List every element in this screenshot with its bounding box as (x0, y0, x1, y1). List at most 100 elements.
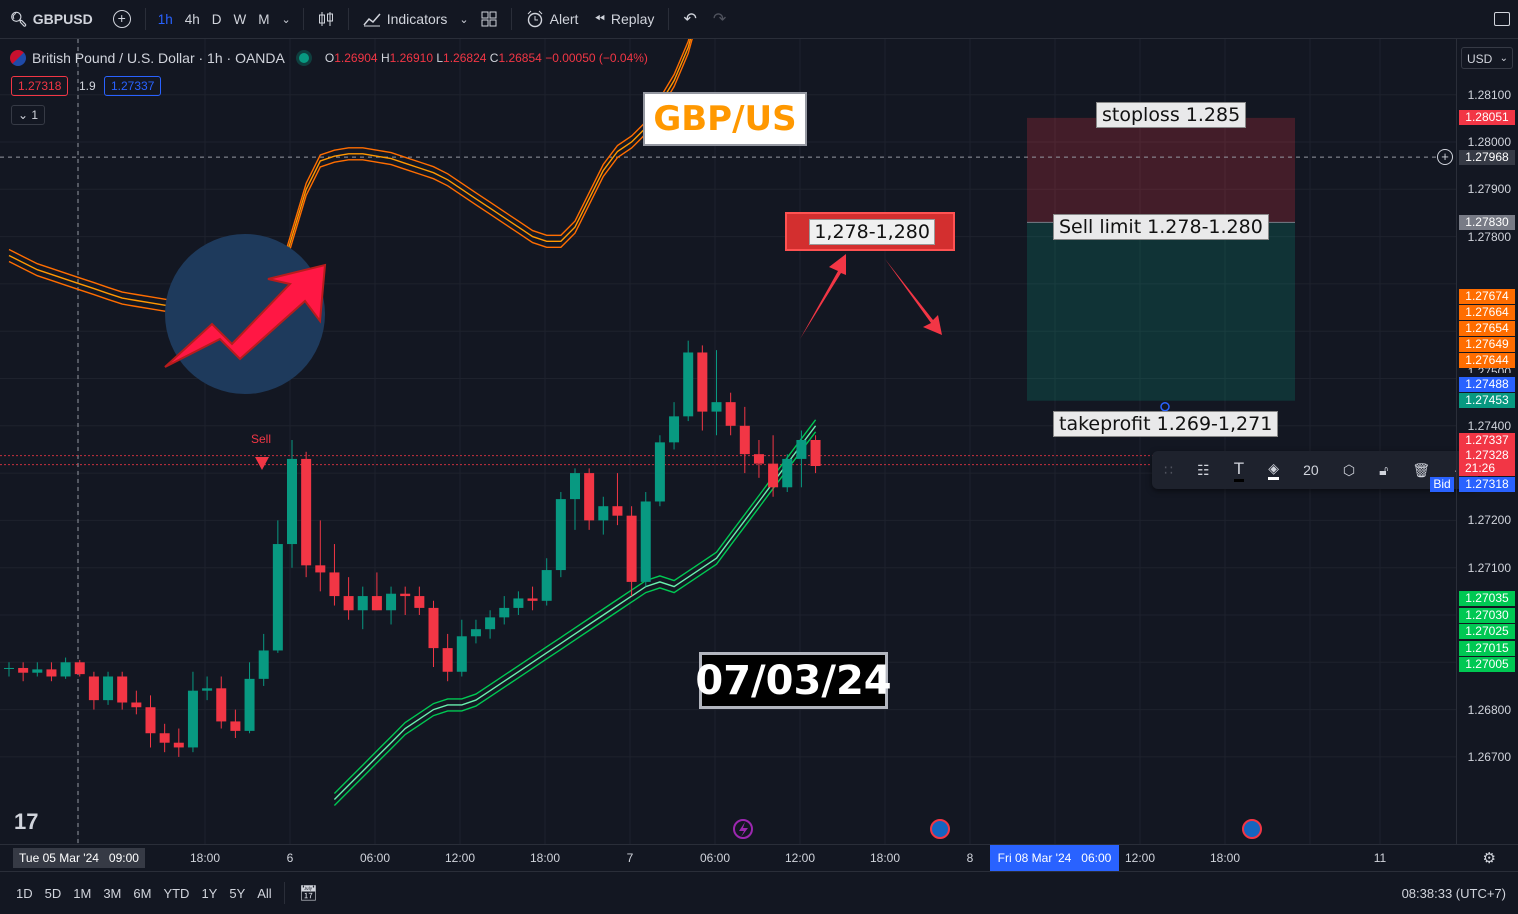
tradingview-logo: 17 (14, 809, 38, 834)
indicators-button[interactable]: Indicators (355, 0, 456, 38)
takeprofit-label[interactable]: takeprofit 1.269-1,271 (1053, 411, 1279, 437)
candle-body-0 (4, 667, 14, 669)
candle-body-5 (74, 662, 85, 675)
currency-button[interactable]: USD ⌄ (1461, 47, 1513, 69)
candle-body-49 (697, 352, 708, 412)
line-width-value[interactable]: 20 (1303, 462, 1319, 478)
candle-body-2 (32, 669, 43, 673)
replay-label: Replay (610, 11, 655, 27)
entry-range-box[interactable]: 1,278-1,280 (785, 212, 955, 251)
candle-body-26 (371, 596, 382, 611)
price-chart[interactable]: 17 (0, 39, 1456, 844)
chevron-down-icon[interactable]: ⌄ (459, 13, 469, 26)
templates-icon[interactable]: ☷ (1197, 461, 1210, 478)
stoploss-zone (1027, 117, 1295, 223)
lower-band-line-2 (333, 431, 817, 806)
candle-body-18 (258, 650, 269, 679)
trend-arrow-icon (164, 263, 327, 368)
time-tick: 06:00 (359, 851, 391, 865)
redo-button[interactable]: ↷ (705, 0, 734, 38)
time-axis[interactable]: 11 18:00 12:00 8 18:00 12:00 06:00 7 18:00 12:00 0… (0, 844, 1518, 871)
timeframe-1h[interactable]: 1h (157, 11, 173, 27)
time-tick: 12:00 (444, 851, 476, 865)
stoploss-label[interactable]: stoploss 1.285 (1096, 102, 1247, 128)
candle-body-40 (570, 473, 580, 500)
clock-readout[interactable]: 08:38:33 (UTC+7) (1401, 885, 1506, 901)
upper-band-price-label: 1.27674 (1459, 288, 1515, 304)
candle-body-30 (428, 607, 439, 649)
us-flag-event-icon (930, 819, 950, 839)
candle-body-22 (315, 565, 326, 573)
collapse-legend-button[interactable]: ⌄ 1 (11, 105, 46, 125)
calendar-icon[interactable]: 📅︎ (298, 885, 318, 902)
range-5d[interactable]: 5D (44, 885, 62, 901)
square-icon (1494, 12, 1510, 26)
candle-body-25 (357, 596, 368, 611)
timeframe-W[interactable]: W (233, 11, 247, 27)
price-axis[interactable]: USD ⌄ 1.281001.280001.279001.278001.2760… (1456, 39, 1518, 844)
range-1y[interactable]: 1Y (201, 885, 218, 901)
lock-icon[interactable]: 🔓︎ (1379, 461, 1389, 478)
replay-button[interactable]: ⏪︎ Replay (586, 0, 662, 38)
range-5y[interactable]: 5Y (229, 885, 246, 901)
price-tick: 1.26700 (1467, 749, 1511, 764)
range-3m[interactable]: 3M (103, 885, 122, 901)
range-all[interactable]: All (257, 885, 272, 901)
lower-band-price-label: 1.27035 (1459, 590, 1515, 606)
alarm-clock-icon (527, 10, 542, 28)
price-tick: 1.27400 (1467, 418, 1511, 433)
range-ytd[interactable]: YTD (163, 885, 190, 901)
candle-body-24 (343, 596, 354, 611)
symbol-search[interactable]: 🔍︎ GBPUSD (0, 11, 105, 28)
text-icon[interactable]: T (1233, 459, 1245, 482)
sell-price-button[interactable]: 1.27318 (11, 76, 69, 96)
range-1d[interactable]: 1D (16, 885, 33, 901)
search-icon: 🔍︎ (10, 10, 28, 27)
undo-button[interactable]: ↶ (675, 0, 704, 38)
sell-limit-label[interactable]: Sell limit 1.278-1.280 (1053, 214, 1269, 240)
trash-icon[interactable]: 🗑︎ (1412, 461, 1431, 478)
upper-band-line-1 (8, 39, 692, 309)
chart-type-button[interactable] (310, 0, 342, 38)
add-alert-plus-icon[interactable]: + (1437, 149, 1453, 166)
chart-pane[interactable]: 17 (0, 39, 1456, 844)
date-annotation[interactable]: 07/03/24 (695, 652, 892, 709)
price-tick: 1.27800 (1467, 229, 1511, 244)
lower-band-line-1 (333, 425, 817, 800)
fill-color-icon[interactable]: ◈ (1268, 460, 1280, 480)
timeframe-D[interactable]: D (211, 11, 222, 27)
timeframe-4h[interactable]: 4h (184, 11, 200, 27)
layouts-button[interactable] (473, 0, 505, 38)
time-tick: 06:00 (699, 851, 731, 865)
drawing-toolbar: ∷ ☷ T ◈ 20 ⬡ 🔓︎ 🗑︎ ∙∙∙ (1152, 451, 1478, 489)
takeprofit-price-label: 1.27453 (1459, 393, 1515, 409)
time-tick: 11 (1373, 851, 1387, 865)
compare-button[interactable]: + (105, 0, 139, 38)
timeframe-M[interactable]: M (258, 11, 270, 27)
alert-button[interactable]: Alert (518, 0, 587, 38)
candle-body-14 (202, 688, 213, 691)
bar-countdown-label: 21:26 (1459, 461, 1515, 477)
range-1m[interactable]: 1M (73, 885, 92, 901)
settings-icon[interactable]: ⚙︎ (1482, 850, 1496, 867)
candle-body-43 (612, 506, 623, 516)
ohlc-values: O1.26904 H1.26910 L1.26824 C1.26854 −0.0… (324, 51, 648, 65)
chevron-down-icon[interactable]: ⌄ (281, 13, 291, 26)
title-annotation[interactable]: GBP/US (643, 92, 807, 146)
highlight-time-label: Fri 08 Mar '24 06:00 (990, 845, 1119, 871)
upper-band-price-label: 1.27644 (1459, 353, 1515, 369)
candle-body-8 (117, 676, 128, 703)
candle-body-3 (46, 669, 57, 677)
buy-price-button[interactable]: 1.27337 (104, 76, 162, 96)
price-tick: 1.27500 (1467, 364, 1511, 373)
candle-body-32 (456, 636, 467, 672)
candle-body-53 (753, 454, 764, 464)
drag-handle-icon[interactable]: ∷ (1164, 461, 1173, 478)
fullscreen-button[interactable] (1486, 0, 1518, 38)
candle-body-15 (216, 688, 227, 722)
upper-band-price-label: 1.27654 (1459, 320, 1515, 336)
candle-body-17 (244, 678, 255, 731)
time-tick: 8 (966, 851, 974, 865)
range-6m[interactable]: 6M (133, 885, 152, 901)
settings-icon[interactable]: ⬡ (1342, 461, 1356, 478)
